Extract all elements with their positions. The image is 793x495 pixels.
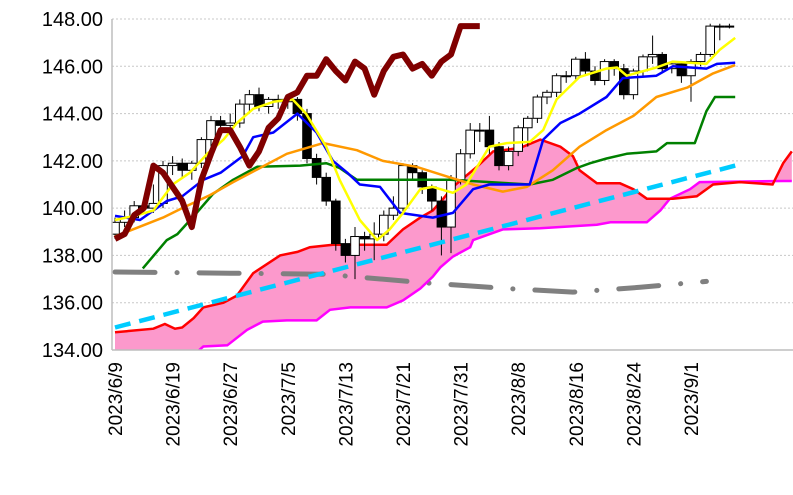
candle-bullish [225, 122, 235, 126]
x-tick-label: 2023/8/16 [567, 362, 588, 447]
candle-bearish [484, 129, 495, 148]
candle-bullish [196, 139, 207, 164]
x-tick-label: 2023/9/1 [682, 362, 703, 436]
candle-bullish [561, 75, 572, 78]
candle-bullish [705, 25, 716, 55]
candle-bullish [551, 75, 562, 93]
x-axis-tick-labels: 2023/6/9 2023/6/19 2023/6/27 2023/7/5 2023/7… [106, 362, 703, 447]
candle-bearish [676, 63, 687, 77]
candle-bearish [657, 53, 668, 70]
candle-bullish [244, 94, 255, 105]
y-tick-label: 144.00 [42, 104, 103, 126]
kijun-sen-line [141, 95, 736, 270]
x-tick-label: 2023/7/13 [336, 362, 357, 447]
candle-bullish [475, 129, 485, 132]
candle-bullish [465, 129, 475, 155]
candle-bullish [235, 103, 245, 124]
candle-bullish [350, 236, 360, 256]
candle-bullish [167, 162, 178, 167]
x-tick-label: 2023/8/8 [509, 362, 530, 436]
candle-bullish [523, 117, 533, 129]
candle-bullish [638, 56, 648, 72]
senkou-span-b-line [197, 179, 792, 350]
candle-bullish [206, 120, 216, 141]
candle-bearish [580, 58, 591, 72]
candle-bullish [446, 179, 456, 228]
tenkan-sen-line [114, 61, 736, 222]
candle-bullish [715, 25, 725, 28]
candle-bearish [177, 162, 187, 171]
candle-bullish [647, 53, 658, 58]
candle-bearish [340, 243, 351, 256]
x-tick-label: 2023/7/21 [394, 362, 415, 447]
candle-bullish [724, 25, 735, 28]
y-tick-label: 148.00 [42, 9, 103, 31]
candle-bearish [311, 157, 322, 178]
candle-bearish [494, 146, 504, 167]
resistance-trendline [112, 269, 709, 295]
chikou-span-line [113, 23, 480, 242]
x-tick-label: 2023/7/5 [279, 362, 300, 436]
axes [111, 19, 793, 351]
candle-bullish [571, 58, 581, 77]
y-tick-label: 142.00 [42, 151, 103, 173]
candle-bullish [542, 91, 552, 98]
y-tick-label: 146.00 [42, 56, 103, 78]
candle-bullish [628, 70, 639, 96]
x-tick-label: 2023/6/19 [164, 362, 185, 447]
plot-area [112, 23, 793, 350]
y-tick-label: 138.00 [42, 245, 103, 267]
candle-bearish [427, 186, 437, 202]
candle-bullish [695, 53, 706, 63]
candle-bullish [503, 150, 514, 167]
moving-average-short-line [114, 36, 736, 242]
candle-bullish [455, 153, 466, 181]
kumo-cloud [115, 139, 792, 350]
x-tick-label: 2023/8/24 [624, 362, 645, 447]
support-trendline [114, 163, 736, 330]
candle-bearish [359, 236, 370, 240]
x-tick-label: 2023/6/9 [106, 362, 127, 436]
candle-bearish [215, 120, 226, 126]
y-axis-tick-labels: 134.00 136.00 138.00 140.00 142.00 144.00 146.… [42, 9, 103, 362]
moving-average-long-line [114, 63, 736, 238]
candle-bearish [321, 176, 331, 202]
x-tick-label: 2023/7/31 [452, 362, 473, 447]
y-tick-label: 140.00 [42, 198, 103, 220]
candle-bullish [513, 127, 524, 152]
candle-bullish [112, 221, 120, 235]
y-tick-label: 136.00 [42, 293, 103, 315]
candle-bullish [532, 96, 543, 119]
y-tick-label: 134.00 [42, 340, 103, 362]
candle-bearish [331, 200, 341, 245]
x-tick-label: 2023/6/27 [221, 362, 242, 447]
candle-bullish [398, 165, 408, 209]
